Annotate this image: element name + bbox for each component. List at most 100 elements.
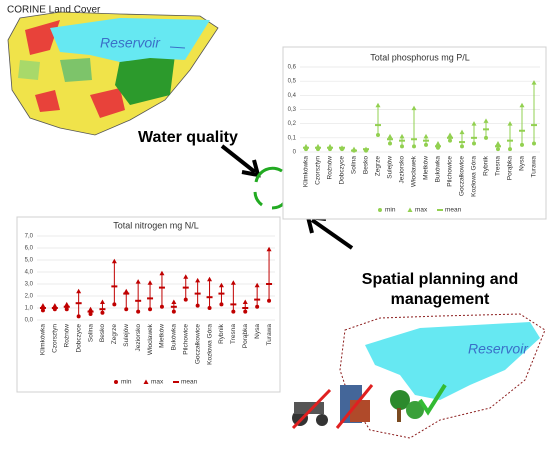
x-tick-label: Bukówka [435, 156, 442, 183]
chart-frame [16, 216, 281, 393]
mean-marker [315, 146, 321, 149]
x-tick-label: Kozłowa Góra [471, 156, 478, 197]
reservoir-label: Reservoir [100, 35, 161, 51]
y-tick-label: 6,0 [25, 246, 34, 252]
mean-marker [351, 149, 357, 152]
min-marker [496, 147, 500, 152]
mean-marker [375, 124, 381, 127]
legend-label: max [415, 207, 428, 214]
y-tick-label: 0,0 [25, 318, 34, 324]
min-marker [448, 138, 452, 143]
y-tick-label: 2,0 [25, 294, 34, 300]
y-tick-label: 0 [293, 150, 297, 156]
mean-marker [147, 297, 154, 300]
water-quality-label: Water quality [138, 129, 238, 146]
spatial-planning-label: Spatial planning and management [361, 271, 519, 308]
max-marker [183, 274, 189, 279]
max-marker [447, 132, 453, 137]
max-marker [99, 299, 105, 304]
max-marker [507, 121, 513, 126]
x-tick-label: Rybnik [483, 155, 490, 176]
x-tick-label: Klimkówka [303, 156, 310, 187]
min-marker [148, 307, 153, 312]
reservoir-map [291, 313, 546, 439]
mean-marker [206, 296, 213, 299]
max-marker [423, 133, 429, 139]
max-marker [519, 102, 525, 108]
max-marker [111, 258, 117, 264]
min-marker [400, 144, 404, 149]
x-tick-label: Rożnów [63, 324, 70, 348]
mean-marker [75, 302, 82, 305]
x-tick-label: Besko [99, 324, 106, 342]
x-tick-label: Włocławek [411, 155, 418, 187]
max-marker [254, 282, 260, 288]
x-tick-label: Kozłowa Góra [206, 324, 213, 365]
max-marker [52, 303, 58, 308]
y-tick-label: 0,4 [288, 93, 297, 99]
x-tick-label: Solina [87, 324, 94, 342]
max-marker [207, 276, 213, 282]
mean-marker [266, 283, 273, 285]
max-marker [147, 280, 153, 285]
min-marker [484, 135, 488, 140]
max-marker [230, 280, 236, 285]
x-tick-label: Mietków [159, 324, 166, 348]
max-marker [375, 102, 381, 108]
max-marker [531, 80, 537, 85]
chart-title: Total nitrogen mg N/L [113, 220, 199, 230]
x-tick-label: Tresna [230, 324, 237, 344]
y-tick-label: 7,0 [25, 234, 34, 240]
min-marker [171, 309, 176, 314]
y-tick-label: 0,6 [288, 65, 297, 71]
max-marker [411, 105, 417, 111]
y-tick-label: 5,0 [25, 258, 34, 264]
mean-marker [135, 299, 142, 302]
max-marker [135, 279, 141, 284]
mean-marker [87, 310, 94, 313]
x-tick-label: Zegrze [375, 156, 382, 177]
x-tick-label: Nysa [254, 324, 261, 339]
x-tick-label: Rybnik [218, 323, 225, 344]
min-marker [378, 208, 382, 212]
mean-marker [170, 305, 177, 308]
mean-marker [483, 128, 489, 131]
max-marker [387, 133, 393, 139]
x-tick-label: Bukówka [171, 324, 178, 351]
y-tick-label: 3,0 [25, 282, 34, 288]
mean-marker [230, 303, 237, 306]
legend-label: min [385, 207, 396, 214]
mean-marker [339, 146, 345, 149]
y-tick-label: 1,0 [25, 306, 34, 312]
reservoir-label: Reservoir [468, 341, 529, 357]
x-tick-label: Zegrze [111, 324, 118, 345]
land-cover-map [7, 11, 219, 136]
x-tick-label: Mietków [423, 156, 430, 180]
min-marker [100, 310, 105, 315]
x-tick-label: Sulejów [123, 324, 130, 347]
max-marker [218, 282, 224, 288]
mean-marker [363, 148, 369, 151]
min-marker [472, 141, 476, 146]
legend-label: min [121, 379, 132, 386]
min-marker [124, 307, 129, 312]
x-tick-label: Rożnów [327, 156, 334, 180]
mean-marker [158, 286, 165, 289]
max-marker [88, 306, 94, 312]
min-marker [376, 133, 380, 137]
mean-marker [387, 138, 393, 141]
mean-marker [459, 141, 465, 144]
min-marker [424, 142, 428, 147]
min-marker [388, 141, 392, 146]
mean-marker [63, 305, 70, 308]
x-tick-label: Solina [351, 156, 358, 174]
x-tick-label: Czorsztyn [315, 156, 322, 185]
mean-marker [531, 124, 537, 127]
x-tick-label: Porąbka [242, 324, 249, 349]
mean-marker [437, 209, 443, 211]
x-tick-label: Goczałkowice [194, 324, 201, 364]
min-marker [40, 308, 45, 313]
min-marker [508, 147, 512, 152]
